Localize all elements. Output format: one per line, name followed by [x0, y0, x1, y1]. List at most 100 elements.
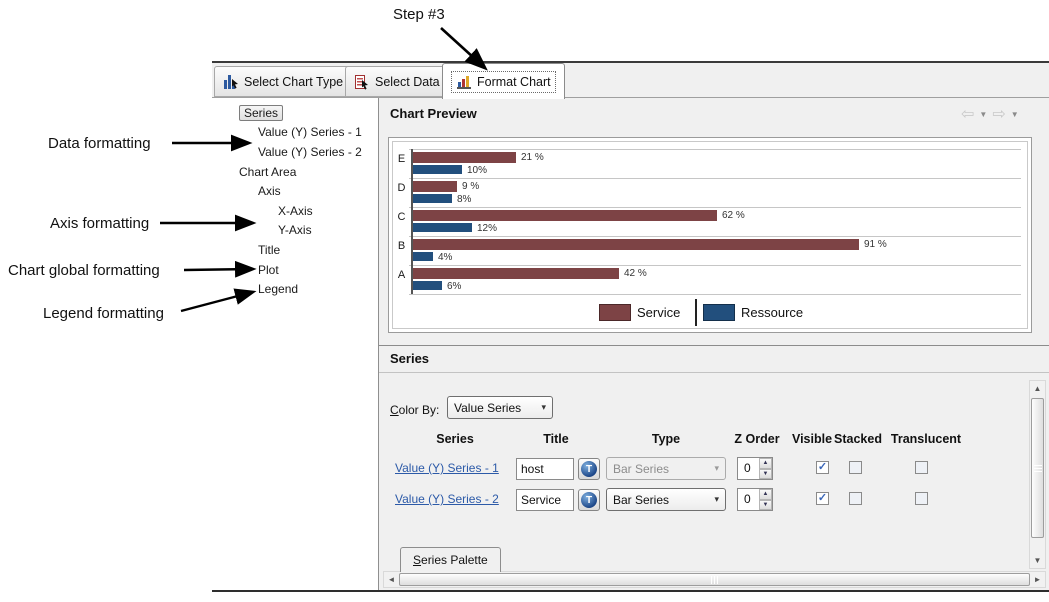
tree-item-y-axis[interactable]: Y-Axis	[212, 221, 378, 241]
spinner-up-icon[interactable]: ▲	[759, 458, 772, 469]
chevron-down-icon: ▾	[541, 402, 546, 412]
type-select-2[interactable]: Bar Series ▾	[606, 488, 726, 511]
tab-format-chart[interactable]: Format Chart	[442, 63, 565, 99]
bar-value-label: 62 %	[722, 210, 745, 221]
tree-item-value-y-series-2[interactable]: Value (Y) Series - 2	[212, 142, 378, 162]
tree-item-axis[interactable]: Axis	[212, 181, 378, 201]
stacked-checkbox-1[interactable]	[849, 461, 862, 474]
tab-focus-outline: Format Chart	[451, 70, 556, 93]
tree-item-label: Value (Y) Series - 1	[258, 125, 362, 140]
spinner-down-icon[interactable]: ▼	[759, 468, 772, 479]
series-link-1[interactable]: Value (Y) Series - 1	[395, 461, 499, 475]
series-link-2[interactable]: Value (Y) Series - 2	[395, 492, 499, 506]
category-axis-line	[411, 149, 413, 294]
bar-segment-service	[413, 152, 516, 163]
bar-value-label: 9 %	[462, 181, 480, 192]
column-header-type: Type	[651, 432, 681, 446]
z-order-spinner-2[interactable]: 0 ▲ ▼	[737, 488, 773, 511]
series-palette-tab[interactable]: Series Palette	[400, 547, 501, 572]
translucent-checkbox-1[interactable]	[915, 461, 928, 474]
plot-gridline	[409, 294, 1021, 295]
stacked-checkbox-2[interactable]	[849, 492, 862, 505]
visible-checkbox-1[interactable]: ✓	[816, 461, 829, 474]
forward-icon[interactable]: ⇨	[992, 106, 1006, 123]
chart-preview-frame: E 21 % 10% D 9 % 8% C 62 % 12% B 91 % 4% A 42 % 6% Serv…	[388, 137, 1032, 333]
horizontal-scrollbar[interactable]: ◄ ►	[383, 571, 1046, 588]
series-section-title: Series	[390, 351, 430, 366]
bar-value-label: 42 %	[624, 268, 647, 279]
horizontal-scrollbar-thumb[interactable]	[399, 573, 1030, 586]
category-label: A	[397, 269, 406, 281]
color-by-select[interactable]: Value Series ▾	[447, 396, 553, 419]
title-input-1[interactable]	[516, 458, 574, 480]
bar-segment-service	[413, 239, 859, 250]
scroll-left-icon[interactable]: ◄	[387, 575, 396, 584]
visible-checkbox-2[interactable]: ✓	[816, 492, 829, 505]
spinner-up-icon[interactable]: ▲	[759, 489, 772, 500]
type-value: Bar Series	[613, 461, 670, 476]
type-select-1[interactable]: Bar Series ▾	[606, 457, 726, 480]
chart-preview-title: Chart Preview	[390, 106, 477, 121]
translucent-checkbox-2[interactable]	[915, 492, 928, 505]
select-data-icon	[355, 74, 368, 90]
back-icon[interactable]: ⇦	[961, 106, 975, 123]
tree-item-label: Legend	[258, 282, 299, 297]
legend-label-service: Service	[637, 305, 681, 320]
tree-item-value-y-series-1[interactable]: Value (Y) Series - 1	[212, 123, 378, 143]
z-order-value: 0	[744, 492, 751, 506]
wizard-bottom-border	[212, 590, 1049, 592]
externalize-text-button[interactable]: T	[578, 458, 600, 480]
legend-divider	[695, 299, 697, 326]
bar-value-label: 8%	[457, 194, 472, 205]
tab-label: Select Data	[375, 74, 440, 89]
plot-gridline	[409, 236, 1021, 237]
category-label: D	[397, 182, 406, 194]
column-header-stacked: Stacked	[834, 432, 882, 446]
preview-nav-buttons: ⇦ ▼ ⇨ ▼	[961, 104, 1019, 124]
tab-select-chart-type[interactable]: Select Chart Type	[214, 66, 353, 97]
tree-item-legend[interactable]: Legend	[212, 279, 378, 299]
scroll-down-icon[interactable]: ▼	[1033, 556, 1042, 565]
back-dropdown-icon[interactable]: ▼	[979, 109, 988, 119]
bar-value-label: 12%	[477, 223, 498, 234]
vertical-scrollbar-thumb[interactable]	[1031, 398, 1044, 538]
callout-chart-global-formatting: Chart global formatting	[8, 262, 160, 279]
tree-item-plot[interactable]: Plot	[212, 260, 378, 280]
scroll-right-icon[interactable]: ►	[1033, 575, 1042, 584]
column-header-visible: Visible	[791, 432, 833, 446]
scrollbar-grip	[711, 575, 718, 584]
tree-item-chart-area[interactable]: Chart Area	[212, 162, 378, 182]
column-header-title: Title	[543, 432, 569, 446]
wizard-top-border	[212, 61, 1049, 63]
column-header-z-order: Z Order	[734, 432, 780, 446]
vertical-scrollbar[interactable]: ▲ ▼	[1029, 380, 1046, 569]
bar-value-label: 4%	[438, 252, 453, 263]
chart-plot-area: E 21 % 10% D 9 % 8% C 62 % 12% B 91 % 4% A 42 % 6% Serv…	[392, 141, 1028, 329]
color-by-value: Value Series	[454, 400, 522, 415]
bar-value-label: 21 %	[521, 152, 544, 163]
format-chart-icon	[457, 75, 471, 89]
tree-item-title[interactable]: Title	[212, 240, 378, 260]
category-label: E	[397, 153, 406, 165]
tree-item-x-axis[interactable]: X-Axis	[212, 201, 378, 221]
z-order-spinner-1[interactable]: 0 ▲ ▼	[737, 457, 773, 480]
title-input-2[interactable]	[516, 489, 574, 511]
bar-segment-ressource	[413, 165, 462, 174]
wizard-tab-bar: Select Chart Type Select Data Format Cha…	[212, 63, 1049, 99]
column-header-series: Series	[436, 432, 474, 446]
globe-text-icon: T	[581, 492, 597, 508]
scroll-up-icon[interactable]: ▲	[1033, 384, 1042, 393]
bar-value-label: 6%	[447, 281, 462, 292]
tree-item-series[interactable]: Series	[212, 103, 378, 123]
spinner-down-icon[interactable]: ▼	[759, 499, 772, 510]
forward-dropdown-icon[interactable]: ▼	[1010, 109, 1019, 119]
column-header-translucent: Translucent	[890, 432, 962, 446]
series-table-row: Value (Y) Series - 2 T Bar Series ▾ 0 ▲▼…	[379, 487, 1049, 513]
tab-select-data[interactable]: Select Data	[345, 66, 449, 97]
bar-segment-service	[413, 210, 717, 221]
globe-text-icon: T	[581, 461, 597, 477]
z-order-value: 0	[744, 461, 751, 475]
tree-item-label: Value (Y) Series - 2	[258, 144, 362, 159]
externalize-text-button[interactable]: T	[578, 489, 600, 511]
